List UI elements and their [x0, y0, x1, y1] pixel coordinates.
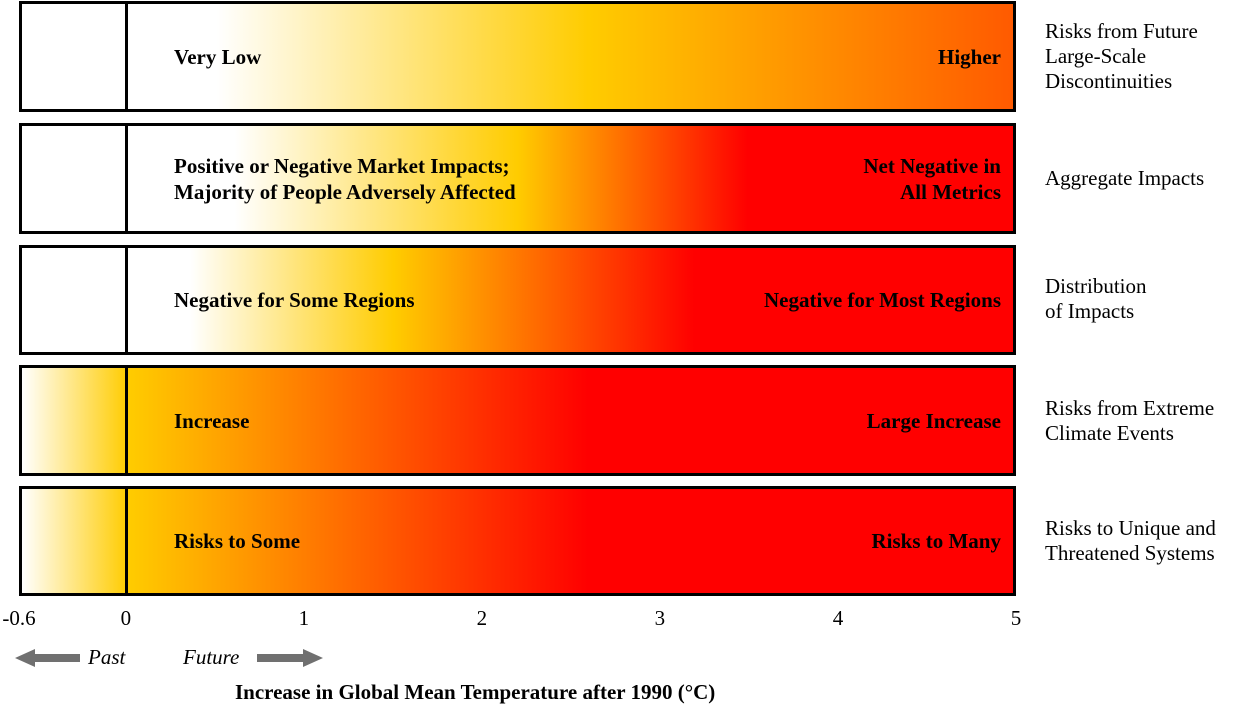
- low-label: Positive or Negative Market Impacts; Maj…: [174, 153, 516, 204]
- risk-bar: Increase Large Increase: [19, 365, 1016, 476]
- right-arrow-icon: [257, 649, 323, 667]
- low-label: Very Low: [174, 44, 262, 69]
- x-tick-label: 3: [654, 606, 666, 630]
- past-label: Past: [88, 645, 126, 669]
- left-arrow-icon: [15, 649, 80, 667]
- risk-bar: Positive or Negative Market Impacts; Maj…: [19, 123, 1016, 234]
- x-tick-label: 4: [832, 606, 844, 630]
- zero-line: [124, 489, 128, 593]
- x-tick-label: 1: [298, 606, 310, 630]
- category-label: Risks from Extreme Climate Events: [1045, 396, 1215, 445]
- risk-bar: Very Low Higher: [19, 1, 1016, 112]
- zero-line: [124, 126, 128, 231]
- category-label: Aggregate Impacts: [1045, 166, 1205, 190]
- low-label: Risks to Some: [174, 529, 301, 553]
- category-label: Risks to Unique and Threatened Systems: [1045, 516, 1216, 565]
- x-tick-label: 2: [476, 606, 488, 630]
- risk-bar: Negative for Some Regions Negative for M…: [19, 245, 1016, 355]
- zero-line: [124, 248, 128, 352]
- category-label: Risks from Future Large-Scale Discontinu…: [1045, 19, 1198, 93]
- low-label: Increase: [174, 408, 250, 433]
- x-axis-label: Increase in Global Mean Temperature afte…: [235, 680, 716, 704]
- x-tick-label: -0.6: [2, 606, 36, 630]
- zero-line: [124, 4, 128, 109]
- risk-bar: Risks to Some Risks to Many: [19, 486, 1016, 596]
- x-tick-label: 5: [1010, 606, 1022, 630]
- category-label: Distribution of Impacts: [1045, 274, 1147, 323]
- high-label: Risks to Many: [871, 529, 1001, 553]
- x-tick-label: 0: [120, 606, 132, 630]
- high-label: Large Increase: [866, 408, 1001, 433]
- future-label: Future: [183, 645, 240, 669]
- low-label: Negative for Some Regions: [174, 288, 415, 312]
- high-label: Net Negative in All Metrics: [863, 153, 1001, 204]
- high-label: Negative for Most Regions: [764, 288, 1001, 312]
- high-label: Higher: [938, 44, 1001, 69]
- zero-line: [124, 368, 128, 473]
